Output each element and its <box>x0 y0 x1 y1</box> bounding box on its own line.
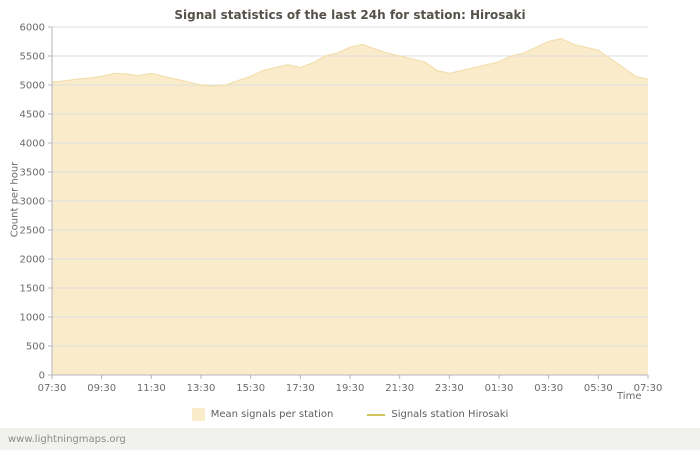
y-tick-label: 1000 <box>20 313 45 324</box>
y-tick-label: 5000 <box>20 81 45 92</box>
y-tick-label: 0 <box>39 371 45 382</box>
legend-item-station-signals: Signals station Hirosaki <box>367 409 508 420</box>
x-tick-label: 03:30 <box>534 383 563 394</box>
y-tick-label: 5500 <box>20 52 45 63</box>
mean-signals-area-edge <box>51 37 649 87</box>
legend-item-mean-signals: Mean signals per station <box>191 408 334 421</box>
x-tick-label: 13:30 <box>187 383 216 394</box>
x-tick-label: 11:30 <box>137 383 166 394</box>
legend-label-station-signals: Signals station Hirosaki <box>391 409 509 420</box>
x-tick-label: 23:30 <box>435 383 464 394</box>
y-tick-label: 2500 <box>20 226 45 237</box>
y-tick-label: 3000 <box>20 197 45 208</box>
legend-label-mean-signals: Mean signals per station <box>210 409 334 420</box>
y-tick-label: 6000 <box>20 23 45 34</box>
x-tick-label: 19:30 <box>336 383 365 394</box>
legend: Mean signals per station Signals station… <box>0 408 700 421</box>
footer-bar: www.lightningmaps.org <box>0 428 700 450</box>
y-tick-label: 1500 <box>20 284 45 295</box>
y-tick-label: 3500 <box>20 168 45 179</box>
watermark: www.lightningmaps.org <box>8 433 126 445</box>
y-tick-label: 4500 <box>20 110 45 121</box>
x-tick-label: 17:30 <box>286 383 315 394</box>
x-tick-label: 07:30 <box>38 383 67 394</box>
x-axis-label: Time <box>617 391 642 402</box>
x-tick-label: 21:30 <box>385 383 414 394</box>
area-swatch-icon <box>191 408 205 421</box>
line-swatch-icon <box>367 413 386 416</box>
mean-signals-area <box>52 38 648 375</box>
x-tick-label: 07:30 <box>634 383 663 394</box>
y-tick-label: 4000 <box>20 139 45 150</box>
y-tick-label: 500 <box>26 342 45 353</box>
chart-title: Signal statistics of the last 24h for st… <box>174 8 526 22</box>
x-tick-label: 01:30 <box>485 383 514 394</box>
x-tick-label: 09:30 <box>87 383 116 394</box>
x-tick-label: 15:30 <box>236 383 265 394</box>
x-tick-label: 05:30 <box>584 383 613 394</box>
y-tick-label: 2000 <box>20 255 45 266</box>
